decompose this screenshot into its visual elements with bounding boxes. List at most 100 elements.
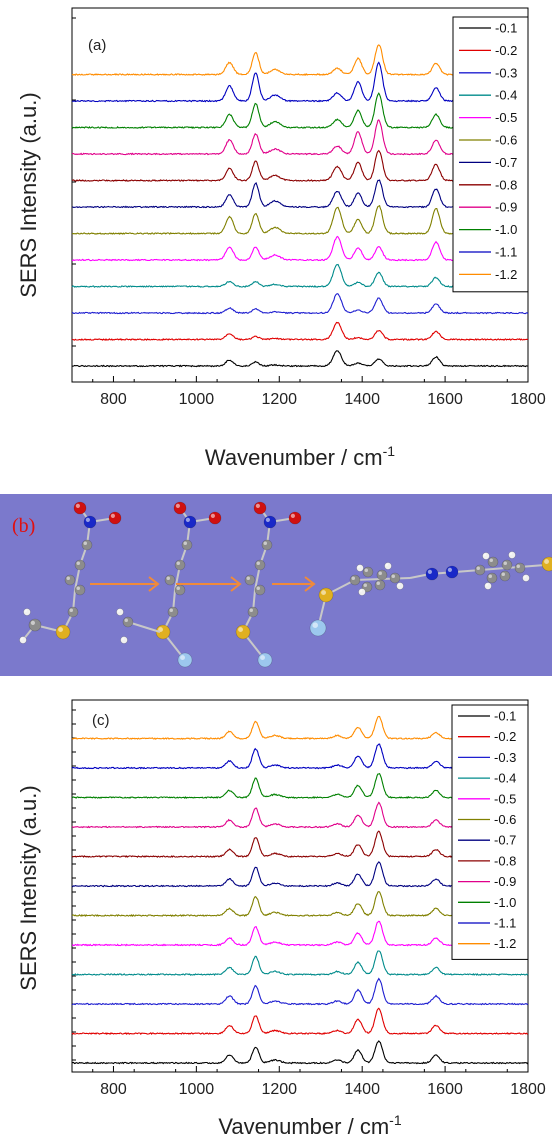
x-axis-a: 800 1000 1200 1400 1600 1800 xyxy=(72,17,546,408)
atom-highlight xyxy=(238,627,243,632)
atom-highlight xyxy=(357,565,360,569)
legend-entry: -1.2 xyxy=(495,267,517,282)
atom-highlight xyxy=(290,513,295,519)
hydrogen-atom xyxy=(508,551,516,559)
hydrogen-atom xyxy=(522,574,530,582)
atom-highlight xyxy=(483,553,486,557)
carbon-atom xyxy=(74,584,86,596)
nitrogen-atom xyxy=(263,515,277,529)
legend-box xyxy=(451,704,529,960)
atom-highlight xyxy=(351,576,355,580)
legend-entry: -0.4 xyxy=(494,771,516,786)
x-tick-label: 1600 xyxy=(427,391,463,408)
carbon-atom xyxy=(67,606,79,618)
hydrogen-atom xyxy=(482,552,490,560)
atom-highlight xyxy=(447,567,452,573)
sulfur-atom xyxy=(55,624,71,640)
series-line xyxy=(71,119,529,156)
legend-entry: -0.3 xyxy=(494,750,516,765)
panel-label-c: (c) xyxy=(92,712,110,729)
panel-label-a: (a) xyxy=(88,37,106,54)
atom-highlight xyxy=(312,622,319,628)
series-line xyxy=(71,977,529,1006)
atom-highlight xyxy=(385,563,388,567)
carbon-atom xyxy=(474,564,486,576)
chart-panel-c: (c) 800 1000 1200 1400 1600 1800 -0.1 -0.2 -0.3… xyxy=(16,699,546,1139)
legend-entry: -0.9 xyxy=(495,200,517,215)
atom-highlight xyxy=(523,575,527,579)
nitrogen-atom xyxy=(83,515,97,529)
hydrogen-atom xyxy=(23,608,31,616)
legend-box xyxy=(452,16,529,293)
oxygen-atom xyxy=(253,501,267,515)
legend-entry: -1.1 xyxy=(494,916,516,931)
hydrogen-atom xyxy=(484,582,492,590)
series-line xyxy=(71,350,529,368)
x-tick-label: 800 xyxy=(100,391,127,408)
atom-highlight xyxy=(166,576,170,580)
atom-highlight xyxy=(246,576,250,580)
carbon-atom xyxy=(254,559,266,571)
carbon-atom xyxy=(174,559,186,571)
legend-a: -0.1 -0.2 -0.3 -0.4 -0.5 -0.6 -0.7 -0.8 -0.9 -1.0… xyxy=(452,16,529,293)
atom-highlight xyxy=(501,572,505,576)
series-line xyxy=(71,44,529,77)
y-axis-title-c: SERS Intensity (a.u.) xyxy=(16,785,41,990)
atom-highlight xyxy=(359,589,362,593)
x-tick-label: 800 xyxy=(100,1081,127,1098)
atom-highlight xyxy=(169,608,173,612)
sulfur-atom xyxy=(235,624,251,640)
sulfur-atom xyxy=(318,587,334,603)
atom-highlight xyxy=(363,583,367,587)
atom-highlight xyxy=(321,590,326,595)
hydrogen-atom xyxy=(19,636,27,644)
surface-atom xyxy=(309,619,327,637)
atom-highlight xyxy=(210,513,215,519)
atom-highlight xyxy=(83,541,87,545)
carbon-atom xyxy=(164,574,176,586)
hydrogen-atom xyxy=(396,582,404,590)
plot-frame-a xyxy=(71,7,529,383)
atom-highlight xyxy=(76,561,80,565)
series-line xyxy=(72,179,529,209)
legend-entry: -0.5 xyxy=(494,791,516,806)
carbon-atom xyxy=(514,562,526,574)
atom-highlight xyxy=(489,558,493,562)
carbon-atom xyxy=(389,572,401,584)
series-line xyxy=(71,1040,529,1065)
hydrogen-atom xyxy=(120,636,128,644)
atom-highlight xyxy=(110,513,115,519)
atom-highlight xyxy=(544,559,549,564)
atom-highlight xyxy=(364,568,368,572)
bond xyxy=(127,621,161,633)
legend-entry: -0.6 xyxy=(495,133,517,148)
atom-highlight xyxy=(30,620,35,626)
x-axis-title-a: Wavenumber / cm-1 xyxy=(205,443,395,470)
hydrogen-atom xyxy=(358,588,366,596)
carbon-atom xyxy=(174,584,186,596)
y-axis-title-a: SERS Intensity (a.u.) xyxy=(16,92,41,297)
carbon-atom xyxy=(376,569,388,581)
legend-entry: -0.8 xyxy=(495,177,517,192)
carbon-atom xyxy=(261,539,273,551)
chart-panel-a: (a) 800 1000 1200 1400 1600 1800 -0.1 -0.2 -0.3… xyxy=(16,7,546,470)
series-line xyxy=(71,61,529,103)
atom-highlight xyxy=(376,581,380,585)
legend-entry: -0.3 xyxy=(495,65,517,80)
carbon-atom xyxy=(247,606,259,618)
legend-entry: -0.2 xyxy=(495,43,517,58)
atom-highlight xyxy=(516,564,520,568)
atom-highlight xyxy=(58,627,63,632)
carbon-atom xyxy=(244,574,256,586)
x-axis-title-c: Vavenumber / cm-1 xyxy=(218,1112,401,1139)
oxygen-atom xyxy=(173,501,187,515)
atom-highlight xyxy=(75,503,80,508)
legend-entry: -0.5 xyxy=(495,110,517,125)
series-line xyxy=(71,321,529,341)
legend-entry: -0.1 xyxy=(494,709,516,724)
x-axis-c: 800 1000 1200 1400 1600 1800 xyxy=(72,709,546,1098)
atom-highlight xyxy=(378,571,382,575)
series-line xyxy=(71,263,529,288)
atom-highlight xyxy=(397,583,400,587)
